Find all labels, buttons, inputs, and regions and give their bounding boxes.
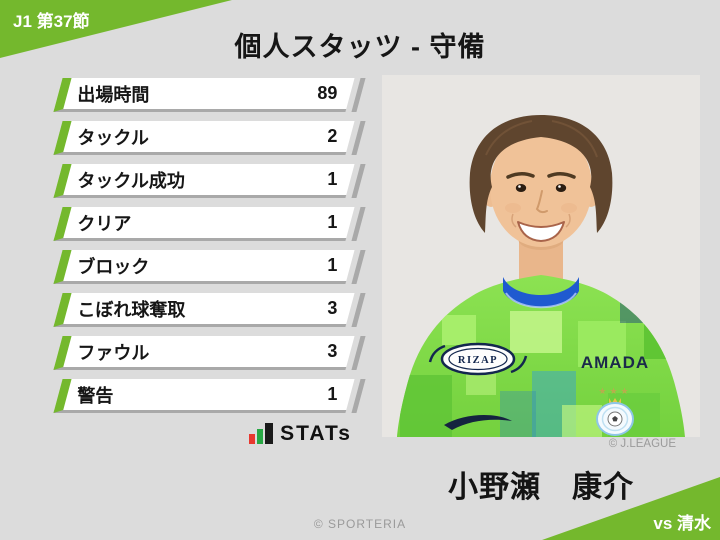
stat-label: タックル成功 <box>77 170 185 191</box>
stat-value: 2 <box>327 126 338 146</box>
stat-value: 89 <box>317 83 338 103</box>
stat-label: ファウル <box>77 342 150 363</box>
player-photo: RIZAP AMADA ★★★ <box>382 75 700 437</box>
sponsor-logo-rizap: RIZAP <box>428 342 528 376</box>
sponsor-logo-amada: AMADA <box>581 353 649 372</box>
stat-row: クリア 1 <box>53 207 355 241</box>
opponent-label: vs 清水 <box>653 514 711 533</box>
stat-row: 出場時間 89 <box>53 78 355 112</box>
jersey-brand-mark <box>444 415 512 430</box>
stat-label: 警告 <box>77 385 114 406</box>
stat-row: タックル 2 <box>53 121 355 155</box>
stat-row: こぼれ球奪取 3 <box>53 293 355 327</box>
stat-row: タックル成功 1 <box>53 164 355 198</box>
footer-credit: © SPORTERIA <box>313 517 407 531</box>
stat-row: 警告 1 <box>53 379 355 413</box>
svg-text:RIZAP: RIZAP <box>458 355 498 366</box>
stat-label: ブロック <box>77 256 150 277</box>
photo-credit: © J.LEAGUE <box>608 438 676 450</box>
page-title: 個人スタッツ - 守備 <box>234 32 486 62</box>
stats-logo: STATs <box>58 423 352 444</box>
player-name: 小野瀬 康介 <box>448 471 634 504</box>
jersey-collar <box>503 277 579 308</box>
stat-label: クリア <box>77 213 132 234</box>
player-hair <box>469 115 613 233</box>
smile <box>517 221 565 242</box>
stat-value: 1 <box>327 384 338 404</box>
stat-row: ブロック 1 <box>53 250 355 284</box>
stat-label: 出場時間 <box>77 84 150 105</box>
stats-list: 出場時間 89 タックル 2 タックル成功 1 クリア 1 ブロック 1 こぼれ… <box>53 78 355 422</box>
club-crest <box>596 398 634 436</box>
stat-label: こぼれ球奪取 <box>77 299 186 320</box>
stats-logo-text: STATs <box>280 422 352 445</box>
stat-row: ファウル 3 <box>53 336 355 370</box>
stat-value: 3 <box>327 298 338 318</box>
crest-stars: ★★★ <box>598 386 631 396</box>
match-round-label: J1 第37節 <box>13 12 90 31</box>
stat-value: 1 <box>327 212 338 232</box>
stat-value: 1 <box>327 169 338 189</box>
player-jersey: RIZAP AMADA ★★★ <box>397 275 685 437</box>
stat-value: 3 <box>327 341 338 361</box>
bar-chart-icon <box>249 423 274 444</box>
player-portrait-illustration: RIZAP AMADA ★★★ <box>382 75 700 437</box>
stat-value: 1 <box>327 255 338 275</box>
stat-label: タックル <box>77 127 149 148</box>
